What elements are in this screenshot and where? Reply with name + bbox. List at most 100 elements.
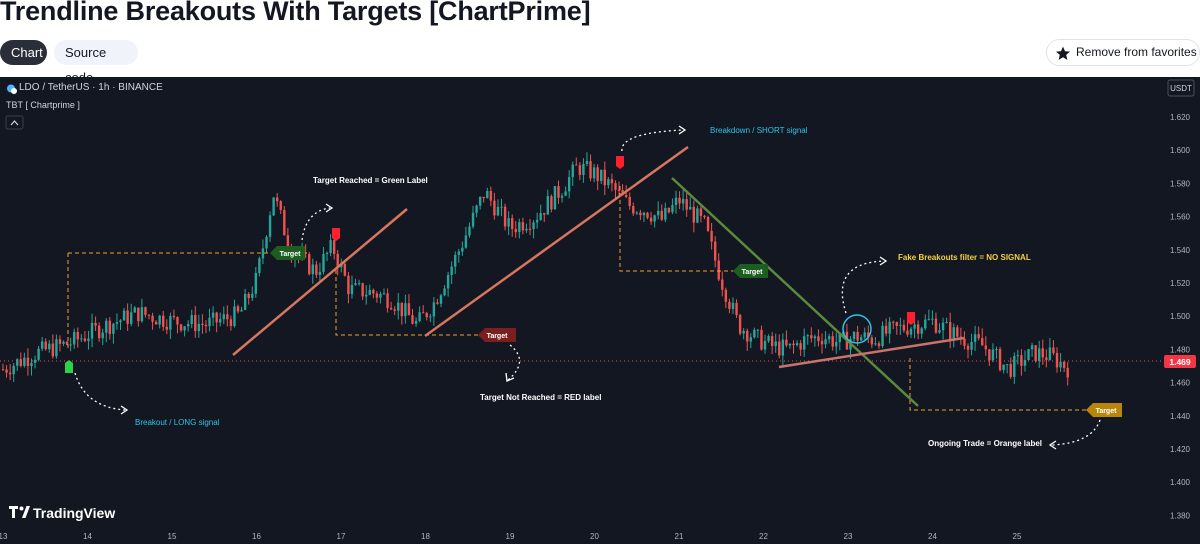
candle-body <box>90 322 94 339</box>
candle-body <box>1002 364 1005 371</box>
candle-body <box>653 215 656 222</box>
candle-body <box>870 337 874 345</box>
candle-body <box>916 324 920 334</box>
tab-source-code[interactable]: Source code <box>54 40 138 85</box>
candle-body <box>112 323 115 334</box>
candle-body <box>461 247 464 252</box>
candle-body <box>222 314 225 320</box>
trendline-1 <box>232 208 408 356</box>
candle-body <box>215 312 218 323</box>
candle-body <box>856 331 859 341</box>
candle-body <box>614 183 617 190</box>
candle-body <box>507 218 510 227</box>
price-tick-label: 1.620 <box>1170 113 1191 122</box>
long-signal-marker <box>65 360 73 373</box>
candle-body <box>774 341 777 346</box>
candle-body <box>83 338 87 341</box>
target-guide-2 <box>335 270 480 336</box>
candle-body <box>742 330 745 334</box>
candle-body <box>219 319 222 323</box>
candle-body <box>553 186 557 210</box>
candle-body <box>617 189 621 191</box>
candle-body <box>632 206 635 214</box>
candle-body <box>988 349 991 361</box>
chart-area[interactable]: Target Target Target Target Target Reach… <box>0 77 1200 544</box>
star-icon <box>1056 46 1070 60</box>
candle-body <box>710 230 713 242</box>
candle-body <box>172 316 176 318</box>
candle-body <box>48 343 51 350</box>
currency-badge[interactable] <box>1167 79 1195 97</box>
candle-body <box>397 302 400 311</box>
time-tick-label: 16 <box>252 532 261 541</box>
candle-body <box>738 314 742 334</box>
annotation-not-reached: Target Not Reached = RED label <box>480 393 601 402</box>
chart-canvas[interactable]: Target Target Target Target Target Reach… <box>0 77 1200 544</box>
candle-body <box>1052 347 1055 354</box>
candle-body <box>674 197 678 205</box>
candle-body <box>817 336 820 342</box>
candle-body <box>728 301 731 309</box>
candle-body <box>204 324 208 327</box>
indicator-title[interactable]: TBT [ Chartprime ] <box>6 100 80 110</box>
candle-body <box>521 222 525 231</box>
candle-body <box>275 197 279 202</box>
candle-body <box>824 339 827 345</box>
candle-body <box>859 337 863 341</box>
candle-body <box>343 263 347 276</box>
candle-body <box>5 369 8 373</box>
candle-body <box>393 309 396 311</box>
candle-body <box>913 324 916 329</box>
candle-body <box>952 327 955 340</box>
candle-body <box>571 164 574 178</box>
candle-body <box>671 204 674 213</box>
collapse-button[interactable] <box>5 115 24 130</box>
candle-body <box>73 331 76 345</box>
candle-body <box>226 314 229 320</box>
price-tick-label: 1.580 <box>1170 179 1191 188</box>
candle-body <box>468 226 471 236</box>
time-tick-label: 21 <box>675 532 684 541</box>
time-tick-label: 19 <box>506 532 515 541</box>
candle-body <box>457 251 460 255</box>
candle-body <box>40 341 44 349</box>
candle-body <box>144 307 147 315</box>
candle-body <box>813 336 817 339</box>
remove-from-favorites-button[interactable]: Remove from favorites <box>1046 39 1200 66</box>
candle-body <box>503 206 507 227</box>
candle-body <box>51 343 55 357</box>
candle-body <box>1066 367 1069 378</box>
last-price-value: 1.469 <box>1169 357 1191 367</box>
candle-body <box>1005 364 1009 366</box>
candle-body <box>486 191 489 199</box>
candle-body <box>753 329 756 338</box>
candle-body <box>610 179 614 184</box>
candle-body <box>539 213 542 220</box>
candle-body <box>884 325 888 334</box>
time-tick-label: 24 <box>928 532 937 541</box>
candle-body <box>308 254 311 275</box>
target-label-green-2: Target <box>733 264 768 278</box>
candle-body <box>16 359 19 366</box>
candle-body <box>489 191 493 201</box>
target-label-green-1: Target <box>270 246 305 260</box>
candle-body <box>315 264 318 275</box>
candle-body <box>543 213 546 215</box>
candle-body <box>924 319 927 329</box>
candle-body <box>186 323 190 327</box>
candle-body <box>464 235 468 248</box>
candle-body <box>667 207 671 213</box>
arrow-fake-breakout-head <box>879 256 888 266</box>
candle-body <box>407 303 411 316</box>
arrow-breakdown <box>621 129 684 152</box>
symbol-title[interactable]: LDO / TetherUS · 1h · BINANCE <box>19 82 163 93</box>
candle-body <box>892 321 895 323</box>
arrow-target-reached <box>301 207 331 241</box>
price-axis: 1.620 1.600 1.580 1.560 1.540 1.520 1.500 1.480… <box>1170 113 1191 520</box>
candle-body <box>101 332 104 339</box>
tab-chart[interactable]: Chart <box>0 40 47 65</box>
candle-body <box>806 335 809 337</box>
candle-body <box>731 302 735 309</box>
candle-body <box>386 293 389 308</box>
candle-body <box>137 307 140 322</box>
